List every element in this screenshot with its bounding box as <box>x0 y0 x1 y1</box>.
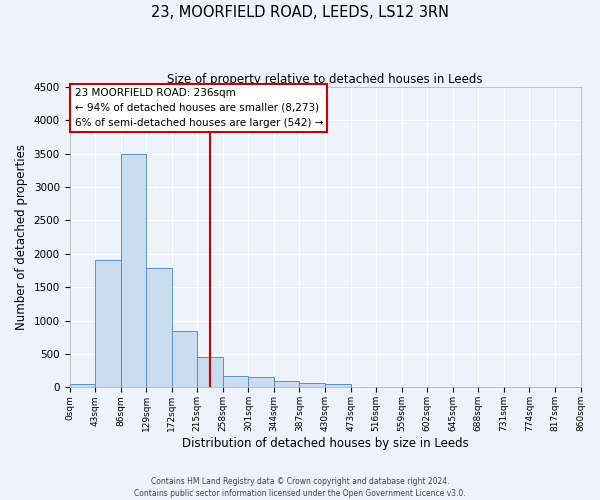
Bar <box>95 260 121 388</box>
Bar <box>172 330 197 388</box>
Text: Contains HM Land Registry data © Crown copyright and database right 2024.
Contai: Contains HM Land Registry data © Crown c… <box>134 476 466 498</box>
Bar <box>146 268 172 388</box>
Bar <box>248 376 274 388</box>
Text: 23, MOORFIELD ROAD, LEEDS, LS12 3RN: 23, MOORFIELD ROAD, LEEDS, LS12 3RN <box>151 5 449 20</box>
Bar <box>325 384 350 388</box>
X-axis label: Distribution of detached houses by size in Leeds: Distribution of detached houses by size … <box>182 437 469 450</box>
Bar <box>121 154 146 388</box>
Text: 23 MOORFIELD ROAD: 236sqm
← 94% of detached houses are smaller (8,273)
6% of sem: 23 MOORFIELD ROAD: 236sqm ← 94% of detac… <box>74 88 323 128</box>
Bar <box>197 356 223 388</box>
Bar <box>299 384 325 388</box>
Bar <box>223 376 248 388</box>
Bar <box>274 382 299 388</box>
Y-axis label: Number of detached properties: Number of detached properties <box>15 144 28 330</box>
Title: Size of property relative to detached houses in Leeds: Size of property relative to detached ho… <box>167 72 483 86</box>
Bar <box>70 384 95 388</box>
